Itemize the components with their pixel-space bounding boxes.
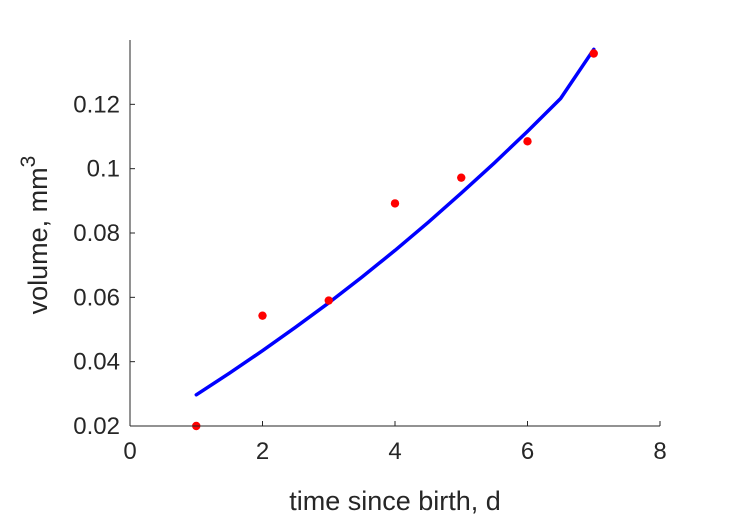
fit-curve — [194, 47, 596, 397]
x-axis-title: time since birth, d — [289, 486, 501, 516]
x-tick-label: 8 — [653, 438, 666, 465]
y-tick-label: 0.04 — [73, 349, 120, 376]
x-tick-label: 4 — [388, 438, 401, 465]
data-point — [258, 311, 267, 320]
data-points — [192, 49, 598, 431]
y-axis-ticks: 0.02 0.04 0.06 0.08 0.1 0.12 — [73, 91, 135, 440]
x-tick-label: 0 — [123, 438, 136, 465]
data-point — [324, 296, 333, 305]
y-tick-label: 0.1 — [87, 156, 120, 183]
y-tick-label: 0.08 — [73, 220, 120, 247]
y-axis-title-text: volume, mm — [23, 167, 53, 314]
y-axis-title-superscript: 3 — [17, 156, 40, 168]
data-point — [457, 173, 466, 182]
data-point — [589, 49, 598, 58]
y-tick-label: 0.12 — [73, 91, 120, 118]
y-tick-label: 0.02 — [73, 413, 120, 440]
data-point — [523, 137, 532, 146]
x-axis-ticks: 0 2 4 6 8 — [123, 421, 667, 465]
x-tick-label: 2 — [256, 438, 269, 465]
y-tick-label: 0.06 — [73, 284, 120, 311]
x-tick-label: 6 — [521, 438, 534, 465]
data-point — [390, 199, 400, 208]
y-axis-title: volume, mm3 — [17, 156, 53, 315]
